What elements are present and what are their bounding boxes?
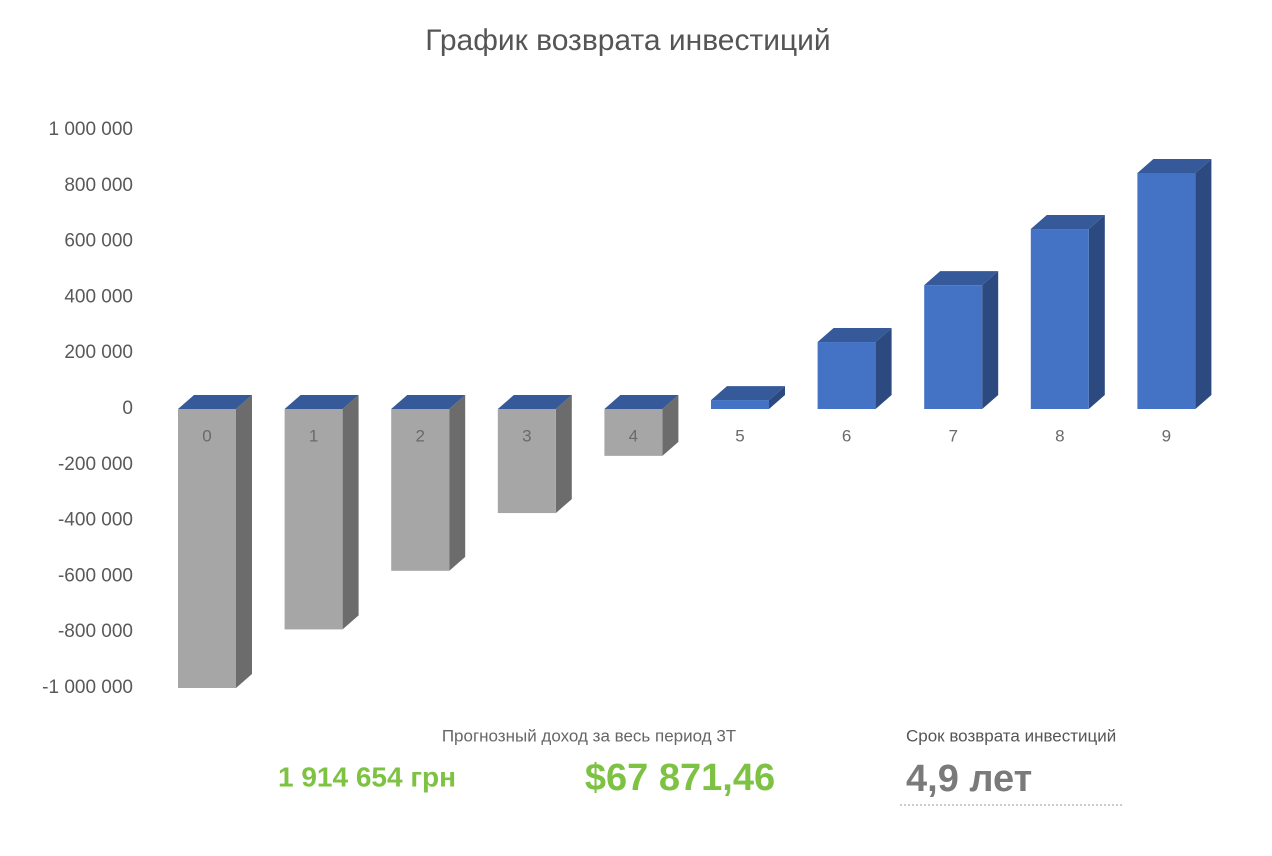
bar: [817, 342, 876, 409]
bar-top: [391, 395, 466, 409]
bar-top: [924, 271, 999, 286]
bar-top: [178, 395, 252, 409]
bar-top: [604, 395, 679, 409]
bar-top: [711, 386, 785, 401]
x-tick-label: 3: [522, 426, 531, 445]
bar-side: [875, 328, 892, 409]
bar-side: [982, 271, 999, 409]
income-uah: 1 914 654 грн: [278, 761, 456, 792]
y-tick-label: 800 000: [64, 175, 133, 196]
bar-side: [449, 395, 466, 571]
bar-top: [1030, 215, 1105, 230]
x-tick-label: 9: [1162, 426, 1171, 445]
bar-side: [769, 386, 785, 409]
bar-top: [817, 328, 892, 343]
bar: [604, 409, 663, 456]
y-tick-label: -1 000 000: [42, 677, 133, 698]
payback-value: 4,9 лет: [906, 758, 1032, 800]
bar: [497, 409, 556, 514]
income-usd: $67 871,46: [585, 757, 775, 799]
bar-top: [284, 395, 359, 409]
bar: [1137, 172, 1196, 409]
y-tick-label: 200 000: [64, 342, 133, 363]
y-tick-label: -400 000: [58, 510, 133, 531]
y-tick-label: -600 000: [58, 565, 133, 586]
bar-side: [1195, 158, 1212, 409]
bar: [924, 285, 983, 409]
y-tick-label: -800 000: [58, 621, 133, 642]
x-tick-label: 0: [202, 426, 211, 445]
bar: [391, 409, 450, 571]
chart-title: График возврата инвестиций: [425, 24, 830, 57]
y-tick-label: -200 000: [58, 454, 133, 475]
y-tick-label: 0: [122, 398, 133, 419]
bar-side: [1088, 215, 1105, 409]
payback-caption: Срок возврата инвестиций: [906, 726, 1116, 745]
bar: [284, 409, 343, 630]
bar: [711, 400, 769, 409]
x-tick-label: 1: [309, 426, 318, 445]
bar: [178, 409, 236, 688]
bar-side: [662, 395, 679, 456]
income-caption: Прогнозный доход за весь период 3Т: [442, 726, 736, 745]
y-tick-label: 400 000: [64, 286, 133, 307]
bar-top: [497, 395, 572, 409]
x-tick-label: 8: [1055, 426, 1064, 445]
x-tick-label: 5: [735, 426, 744, 445]
x-tick-label: 2: [415, 426, 424, 445]
bar-side: [555, 395, 572, 514]
y-tick-label: 600 000: [64, 231, 133, 252]
x-tick-label: 7: [948, 426, 957, 445]
bar-top: [1137, 158, 1212, 173]
x-tick-label: 6: [842, 426, 851, 445]
bar: [1030, 229, 1089, 409]
x-tick-label: 4: [629, 426, 638, 445]
bar-side: [236, 395, 252, 688]
bar-side: [342, 395, 359, 630]
y-tick-label: 1 000 000: [48, 119, 133, 140]
